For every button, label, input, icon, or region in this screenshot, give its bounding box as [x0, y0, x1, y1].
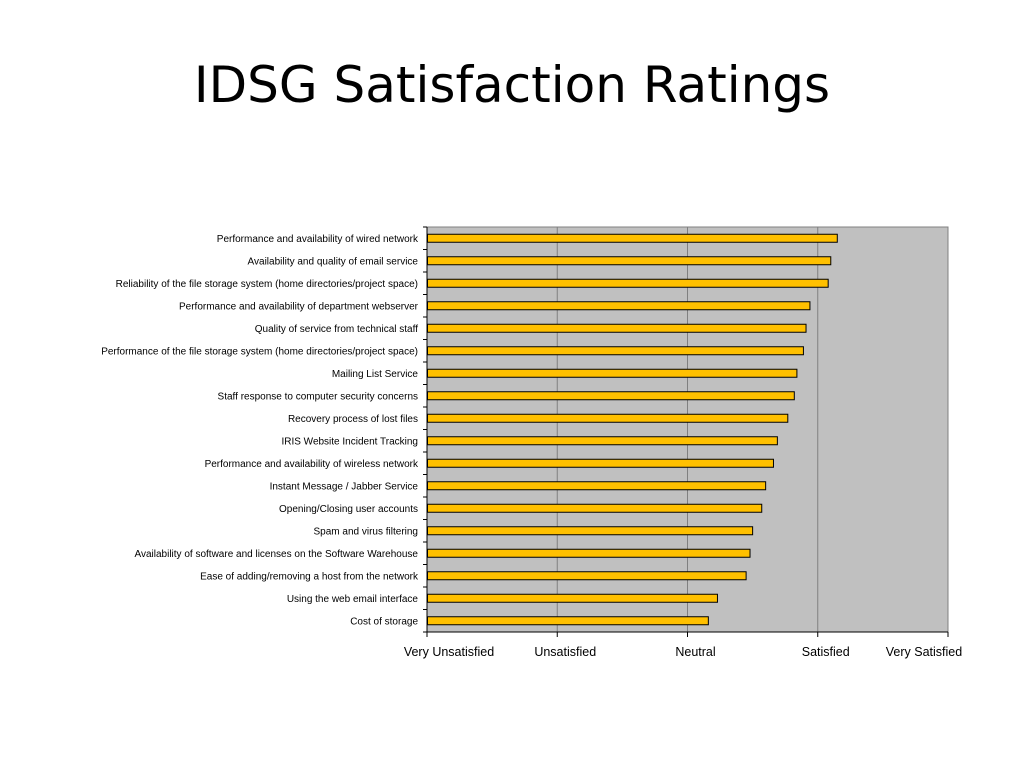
category-label: Performance and availability of departme… — [179, 301, 419, 312]
category-label: Performance and availability of wired ne… — [217, 234, 419, 245]
x-tick-label: Satisfied — [802, 645, 850, 659]
bar — [427, 346, 804, 356]
category-label: Mailing List Service — [332, 369, 419, 380]
category-label: Ease of adding/removing a host from the … — [200, 571, 419, 582]
bar — [427, 571, 747, 581]
category-label: Performance and availability of wireless… — [205, 459, 419, 470]
bar — [427, 391, 795, 401]
x-tick-label: Unsatisfied — [534, 645, 596, 659]
category-label: IRIS Website Incident Tracking — [281, 436, 418, 447]
bar — [427, 548, 751, 558]
bar — [427, 278, 829, 288]
bar — [427, 526, 754, 536]
bar — [427, 481, 767, 491]
bar — [427, 436, 778, 446]
category-label: Cost of storage — [350, 616, 418, 627]
bar — [427, 593, 718, 603]
bar — [427, 413, 789, 423]
bar — [427, 503, 763, 513]
category-label: Opening/Closing user accounts — [279, 504, 418, 515]
category-label: Using the web email interface — [287, 594, 419, 605]
category-label: Reliability of the file storage system (… — [116, 279, 418, 290]
bar — [427, 458, 774, 468]
slide-title: IDSG Satisfaction Ratings — [193, 56, 831, 114]
bar — [427, 368, 798, 378]
category-label: Availability of software and licenses on… — [135, 549, 419, 560]
category-label: Quality of service from technical staff — [255, 324, 418, 335]
category-label: Spam and virus filtering — [314, 526, 419, 537]
bar — [427, 233, 838, 243]
bar — [427, 323, 807, 333]
x-tick-label: Very Satisfied — [886, 645, 962, 659]
bar — [427, 301, 811, 311]
x-tick-label: Neutral — [675, 645, 715, 659]
x-tick-label: Very Unsatisfied — [404, 645, 494, 659]
category-label: Instant Message / Jabber Service — [270, 481, 419, 492]
category-label: Staff response to computer security conc… — [218, 391, 418, 402]
category-label: Performance of the file storage system (… — [101, 346, 418, 357]
category-label: Recovery process of lost files — [288, 414, 418, 425]
category-label: Availability and quality of email servic… — [248, 256, 419, 267]
bar — [427, 256, 832, 266]
bar — [427, 616, 709, 626]
